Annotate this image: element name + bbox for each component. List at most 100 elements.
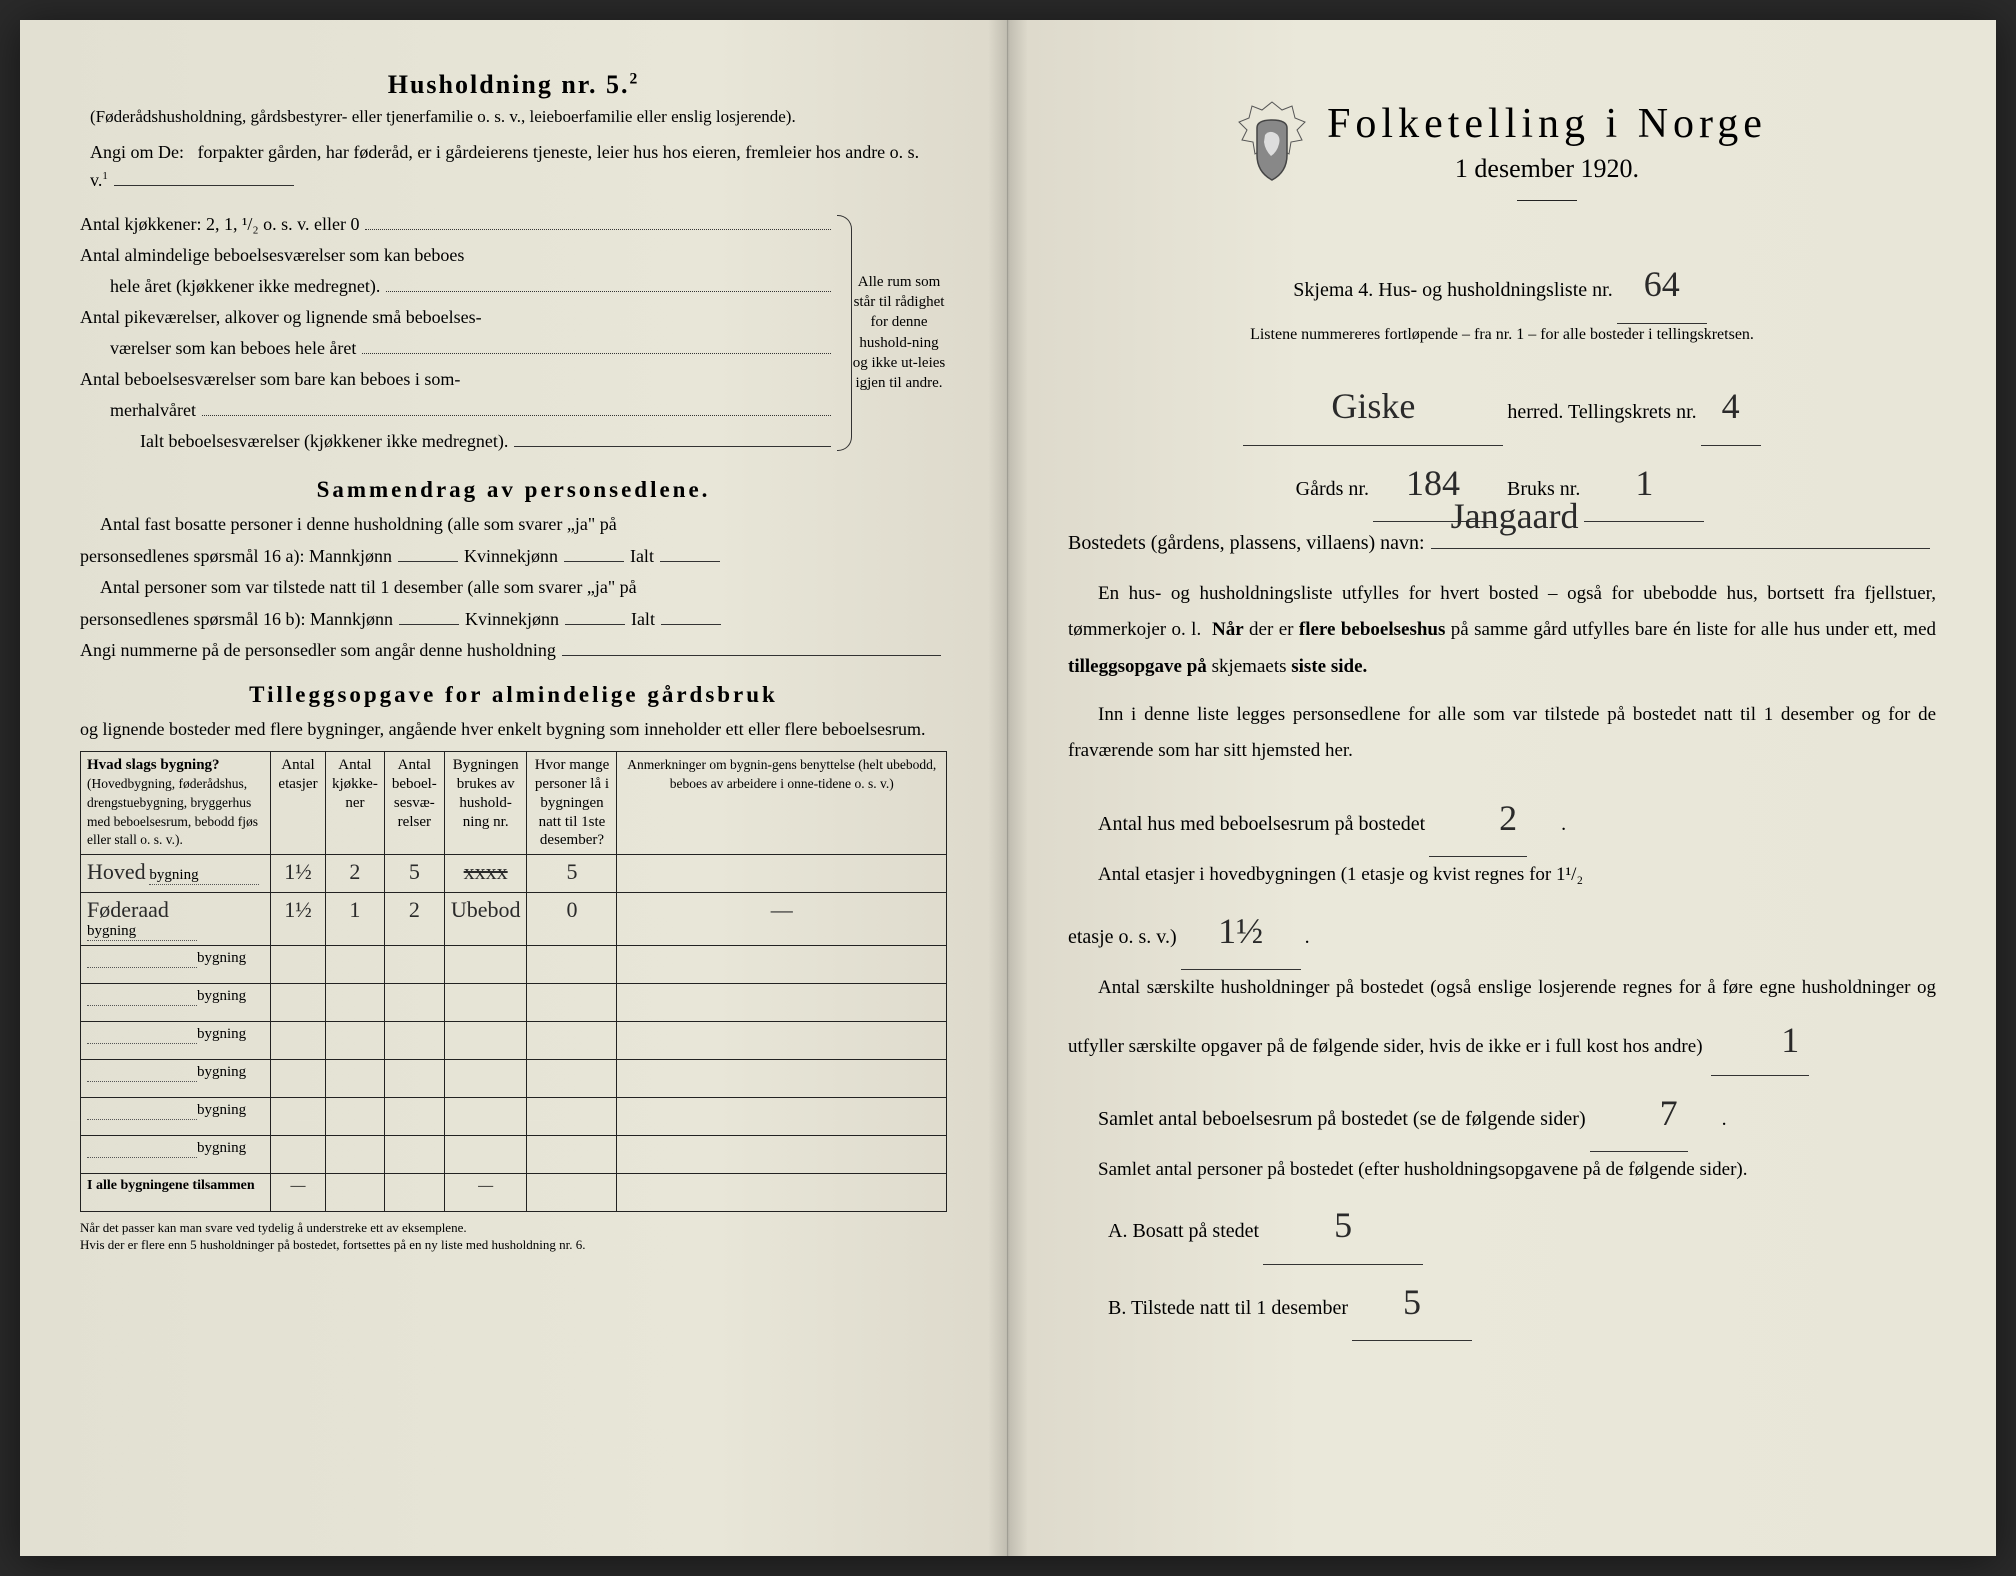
qa-field: 5 [1263,1188,1423,1265]
th2: Antal etasjer [271,752,326,855]
k5-row: Ialt beboelsesværelser (kjøkkener ikke m… [80,428,837,455]
th1: Hvad slags bygning? (Hovedbygning, føder… [81,752,271,855]
title-text-block: Folketelling i Norge 1 desember 1920. [1327,100,1767,217]
sec2-l4b: Kvinnekjønn [465,606,559,633]
qa-label: A. Bosatt på stedet [1108,1210,1259,1252]
listene-note: Listene nummereres fortløpende – fra nr.… [1068,324,1936,346]
heading-sup: 2 [629,70,639,87]
bosted-label: Bostedets (gårdens, plassens, villaens) … [1068,522,1425,564]
k5-label: Ialt beboelsesværelser (kjøkkener ikke m… [140,428,508,455]
fn1: Når det passer kan man svare ved tydelig… [80,1220,947,1237]
q2a-label: Antal etasjer i hovedbygningen (1 etasje… [1098,864,1583,885]
k3a-label: Antal pikeværelser, alkover og lignende … [80,304,482,331]
krets-value: 4 [1712,369,1750,445]
sec2-l2: personsedlenes spørsmål 16 a): Mannkjønn… [80,543,947,570]
main-title: Folketelling i Norge [1327,100,1767,148]
q1-label: Antal hus med beboelsesrum på bostedet [1068,803,1425,845]
bosted-value: Jangaard [1441,479,1589,555]
q2b-label: etasje o. s. v.) [1068,916,1177,958]
coat-of-arms-icon [1237,100,1307,190]
title-divider [1517,200,1577,201]
qb-value: 5 [1393,1265,1431,1341]
section3-title: Tilleggsopgave for almindelige gårdsbruk [80,682,947,708]
q3-value: 1 [1741,1006,1809,1074]
table-row: bygning [81,1022,947,1060]
th1a: Hvad slags bygning? [87,757,220,773]
l4-f3 [661,607,721,625]
k4a-label: Antal beboelsesværelser som bare kan beb… [80,366,460,393]
th4: Antal beboel-sesvæ-relser [384,752,444,855]
th7: Anmerkninger om bygnin-gens benyttelse (… [617,752,947,855]
table-total-row: I alle bygningene tilsammen — — [81,1174,947,1212]
para2: Inn i denne liste legges personsedlene f… [1068,697,1936,769]
q2-line: Antal etasjer i hovedbygningen (1 etasje… [1068,857,1936,893]
q1-field: 2 [1429,781,1527,858]
table-row: bygning [81,1060,947,1098]
sec2-l4a: personsedlenes spørsmål 16 b): Mannkjønn [80,606,393,633]
table-head: Hvad slags bygning? (Hovedbygning, føder… [81,752,947,855]
k3b-row: værelser som kan beboes hele året [80,335,837,362]
l2-f3 [660,544,720,562]
sub2-sup: 1 [102,170,107,182]
sec2-l2b: Kvinnekjønn [464,543,558,570]
qa-value: 5 [1324,1188,1362,1264]
rooms-lines: Antal kjøkkener: 2, 1, ¹/₂ o. s. v. elle… [80,207,837,459]
sec2-l3: Antal personer som var tilstede natt til… [80,574,947,602]
q5-line: Samlet antal personer på bostedet (efter… [1068,1152,1936,1188]
section2-title: Sammendrag av personsedlene. [80,477,947,503]
fn2: Hvis der er flere enn 5 husholdninger på… [80,1237,947,1254]
gards-label: Gårds nr. [1296,468,1369,510]
household-heading: Husholdning nr. 5.2 [80,70,947,100]
bracket-note: Alle rum som står til rådighet for denne… [837,207,947,459]
sec2-l5: Angi nummerne på de personsedler som ang… [80,637,947,664]
q1-value: 2 [1459,781,1527,857]
ab-list: A. Bosatt på stedet 5 B. Tilstede natt t… [1108,1188,1936,1341]
bruks-field: 1 [1584,446,1704,523]
th7-text: Anmerkninger om bygnin-gens benyttelse (… [627,757,936,791]
bosted-line: Bostedets (gårdens, plassens, villaens) … [1068,522,1936,564]
k1-fill [365,212,831,230]
table-row: bygning [81,1098,947,1136]
table-row: bygning [81,984,947,1022]
para1: En hus- og husholdningsliste utfylles fo… [1068,576,1936,684]
sec3-sub: og lignende bosteder med flere bygninger… [80,716,947,744]
k5-fill [514,429,831,447]
sub2-blank [114,168,294,186]
sec2-body: Antal fast bosatte personer i denne hush… [80,511,947,664]
table-row: Hoved bygning 1½ 2 5 xxxx 5 [81,855,947,893]
l4-f2 [565,607,625,625]
k2a-row: Antal almindelige beboelsesværelser som … [80,242,837,269]
bruks-value: 1 [1625,446,1663,522]
k4b-row: merhalvåret [80,397,837,424]
table-row: bygning [81,1136,947,1174]
th5: Bygningen brukes av hushold-ning nr. [444,752,527,855]
sub2-label: Angi om De: [90,142,184,162]
k1-label: Antal kjøkkener: 2, 1, ¹/₂ o. s. v. elle… [80,211,359,238]
qb-field: 5 [1352,1265,1472,1342]
liste-nr-field: 64 [1617,247,1707,324]
k2b-row: hele året (kjøkkener ikke medregnet). [80,273,837,300]
p1-text: En hus- og husholdningsliste utfylles fo… [1068,583,1936,676]
sub-date: 1 desember 1920. [1327,154,1767,184]
rooms-bracket-group: Antal kjøkkener: 2, 1, ¹/₂ o. s. v. elle… [80,207,947,459]
th6: Hvor mange personer lå i bygningen natt … [527,752,617,855]
k2a-label: Antal almindelige beboelsesværelser som … [80,242,464,269]
document-spread: Husholdning nr. 5.2 (Føderådshusholdning… [20,20,1996,1556]
qa-line: A. Bosatt på stedet 5 [1108,1188,1936,1265]
q3-block: Antal særskilte husholdninger på bostede… [1068,970,1936,1075]
herred-field: Giske [1243,369,1503,446]
q2-field: 1½ [1181,894,1301,971]
q3-field: 1 [1711,1006,1809,1075]
krets-field: 4 [1701,369,1761,446]
k4b-label: merhalvåret [110,397,196,424]
sec2-l4c: Ialt [631,606,655,633]
table-row: bygning [81,946,947,984]
th3: Antal kjøkke-ner [326,752,385,855]
k3a-row: Antal pikeværelser, alkover og lignende … [80,304,837,331]
herred-value: Giske [1321,369,1425,445]
q2b-line: etasje o. s. v.) 1½. [1068,894,1936,971]
sec2-l2c: Ialt [630,543,654,570]
herred-label: herred. Tellingskrets nr. [1507,391,1696,433]
th1b: (Hovedbygning, føderådshus, drengstuebyg… [87,776,258,847]
heading-text: Husholdning nr. 5. [388,70,630,99]
